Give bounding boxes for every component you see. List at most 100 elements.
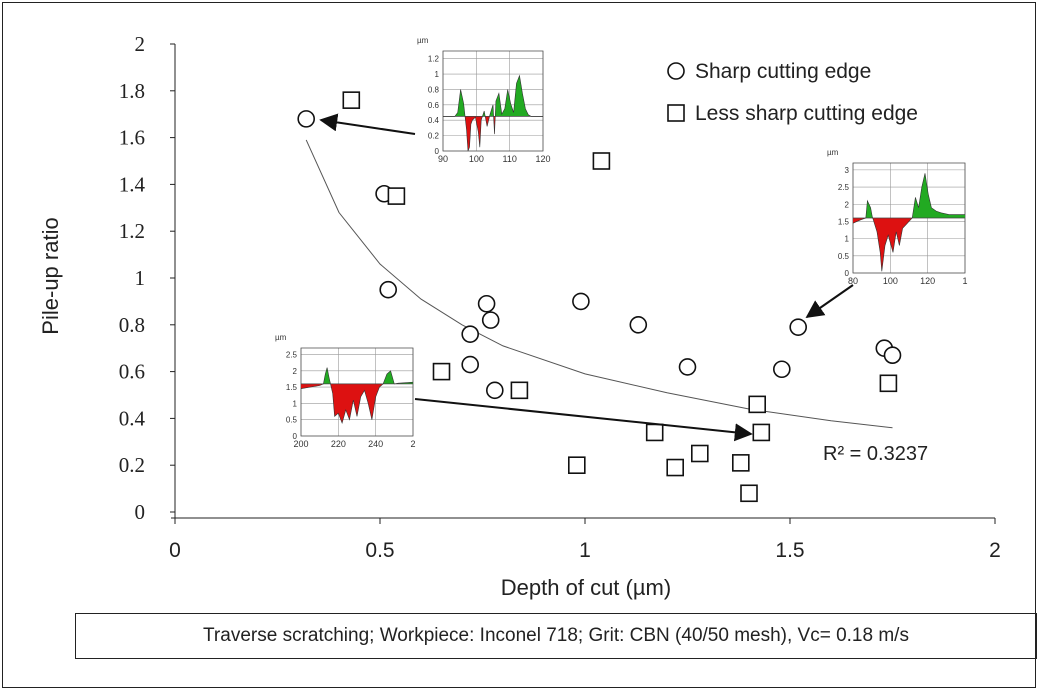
- inset-y-tick-label: 0.2: [428, 132, 440, 141]
- data-point-square: [645, 423, 664, 442]
- data-point-circle: [789, 318, 808, 336]
- data-point-circle: [678, 358, 697, 376]
- data-point-circle: [297, 110, 316, 128]
- legend-square-marker: [667, 104, 685, 122]
- caption-box: Traverse scratching; Workpiece: Inconel …: [75, 613, 1037, 659]
- y-tick-label: 2: [135, 32, 146, 56]
- y-tick-label: 0.8: [119, 313, 145, 337]
- data-point-square: [740, 484, 758, 503]
- x-tick-label: 0: [169, 539, 181, 562]
- r-squared-label: R² = 0.3237: [823, 443, 928, 465]
- data-point-square: [387, 187, 406, 205]
- y-tick-label: 1.4: [119, 172, 146, 196]
- inset-x-tick-label: 100: [883, 276, 898, 286]
- inset-groove-area: [301, 383, 413, 423]
- inset-x-tick-label: 200: [293, 439, 308, 449]
- inset-y-tick-label: 0: [293, 432, 298, 441]
- data-point-square: [432, 362, 451, 381]
- inset-x-tick-label: 220: [331, 439, 346, 449]
- data-point-circle: [629, 315, 648, 334]
- inset-unit-label: µm: [417, 36, 429, 45]
- data-point-square: [690, 444, 709, 463]
- inset-x-tick-label: 2: [410, 439, 415, 449]
- y-tick-label: 1.6: [119, 126, 145, 150]
- x-tick-label: 1.5: [775, 539, 804, 562]
- points-layer: [297, 91, 902, 503]
- inset-x-tick-label: 240: [368, 439, 383, 449]
- data-point-square: [879, 374, 898, 393]
- y-tick-label: 0.2: [119, 453, 145, 477]
- y-axis-label: Pile-up ratio: [38, 217, 63, 334]
- legend-label: Less sharp cutting edge: [695, 102, 918, 125]
- caption-text: Traverse scratching; Workpiece: Inconel …: [203, 625, 909, 646]
- y-tick-label: 1.2: [119, 219, 145, 243]
- data-point-circle: [772, 360, 791, 379]
- data-point-circle: [572, 292, 590, 311]
- inset-profile-line: [852, 173, 965, 272]
- trendline-layer: [305, 139, 893, 429]
- data-point-circle: [379, 280, 398, 299]
- inset-background: [413, 31, 555, 167]
- insets-layer: 00.20.40.60.811.290 100 110 120µm00.511.522…: [271, 31, 977, 452]
- data-point-square: [752, 423, 771, 442]
- legend-circle-marker: [667, 62, 685, 80]
- inset-frame: [442, 50, 544, 152]
- inset-frame: [300, 347, 414, 437]
- y-tick-label: 0.6: [119, 360, 145, 384]
- inset-x-tick-label: 100: [469, 154, 484, 164]
- inset-x-tick-label: 120: [920, 276, 935, 286]
- inset-x-tick-label: 1: [962, 276, 967, 286]
- data-point-circle: [461, 325, 480, 343]
- inset-y-tick-label: 1.5: [838, 217, 850, 226]
- inset-y-tick-label: 1: [293, 399, 298, 408]
- inset-y-tick-label: 2.5: [838, 183, 850, 192]
- arrow-to-edge-point: [805, 284, 854, 319]
- inset-y-tick-label: 1: [845, 235, 850, 244]
- data-point-square: [342, 91, 361, 109]
- data-point-circle: [485, 381, 504, 400]
- inset-y-tick-label: 0.6: [428, 101, 440, 110]
- data-point-square: [592, 152, 611, 170]
- inset-y-tick-label: 0.8: [428, 85, 440, 94]
- inset-y-tick-label: 1: [435, 70, 440, 79]
- data-point-circle: [461, 355, 480, 374]
- x-tick-label: 1: [579, 539, 591, 562]
- legend-label: Sharp cutting edge: [695, 60, 871, 83]
- inset-y-tick-label: 2: [845, 200, 850, 209]
- plot-axes: 0 0.2 0.4 0.6 0.8 1 1.2 1.4 1.6 1.8 2 0 0.5 1 1.5 2: [119, 32, 1001, 562]
- arrows-layer: [319, 113, 854, 442]
- inset-x-tick-label: 80: [848, 276, 858, 286]
- y-tick-label: 0: [135, 500, 146, 524]
- inset-x-tick-label: 120: [535, 154, 550, 164]
- inset-y-tick-label: 0.5: [286, 416, 298, 425]
- x-tick-label: 2: [989, 539, 1001, 562]
- y-tick-label: 1: [135, 266, 146, 290]
- scatter-chart: 0 0.2 0.4 0.6 0.8 1 1.2 1.4 1.6 1.8 2 0 0.5 1 1.5 2 0 0.…: [38, 31, 1001, 600]
- inset-y-tick-label: 0.4: [428, 116, 440, 125]
- chart-legend: Sharp cutting edge Less sharp cutting edg…: [667, 60, 918, 125]
- inset-profile-line: [300, 367, 414, 424]
- arrow-to-square-point: [414, 398, 753, 442]
- inset-y-tick-label: 0: [435, 147, 440, 156]
- x-tick-label: 0.5: [365, 539, 394, 562]
- inset-x-tick-label: 110: [502, 154, 516, 164]
- inset-unit-label: µm: [275, 333, 287, 342]
- data-point-circle: [883, 346, 902, 365]
- arrow-to-sharp-point: [319, 113, 416, 135]
- inset-x-tick-label: 90: [438, 154, 448, 164]
- data-point-square: [567, 456, 586, 475]
- power-trendline: [305, 139, 893, 429]
- inset-y-tick-label: 2: [293, 367, 298, 376]
- inset-y-tick-label: 0: [845, 269, 850, 278]
- inset-groove-area: [443, 116, 543, 151]
- x-axis-label: Depth of cut (µm): [501, 575, 671, 600]
- profile-inset: 0 0.2 0.4 0.6 0.8 1 1.2 90 100 110 120 µm: [413, 31, 555, 167]
- data-point-square: [748, 395, 767, 414]
- data-point-square: [510, 381, 529, 400]
- data-point-circle: [481, 311, 500, 329]
- inset-unit-label: µm: [827, 148, 839, 157]
- profile-inset: 0 0.5 1 1.5 2 2.5 3 80 100 120 1 µm: [823, 143, 977, 289]
- data-point-circle: [477, 294, 496, 313]
- y-tick-label: 1.8: [119, 79, 145, 103]
